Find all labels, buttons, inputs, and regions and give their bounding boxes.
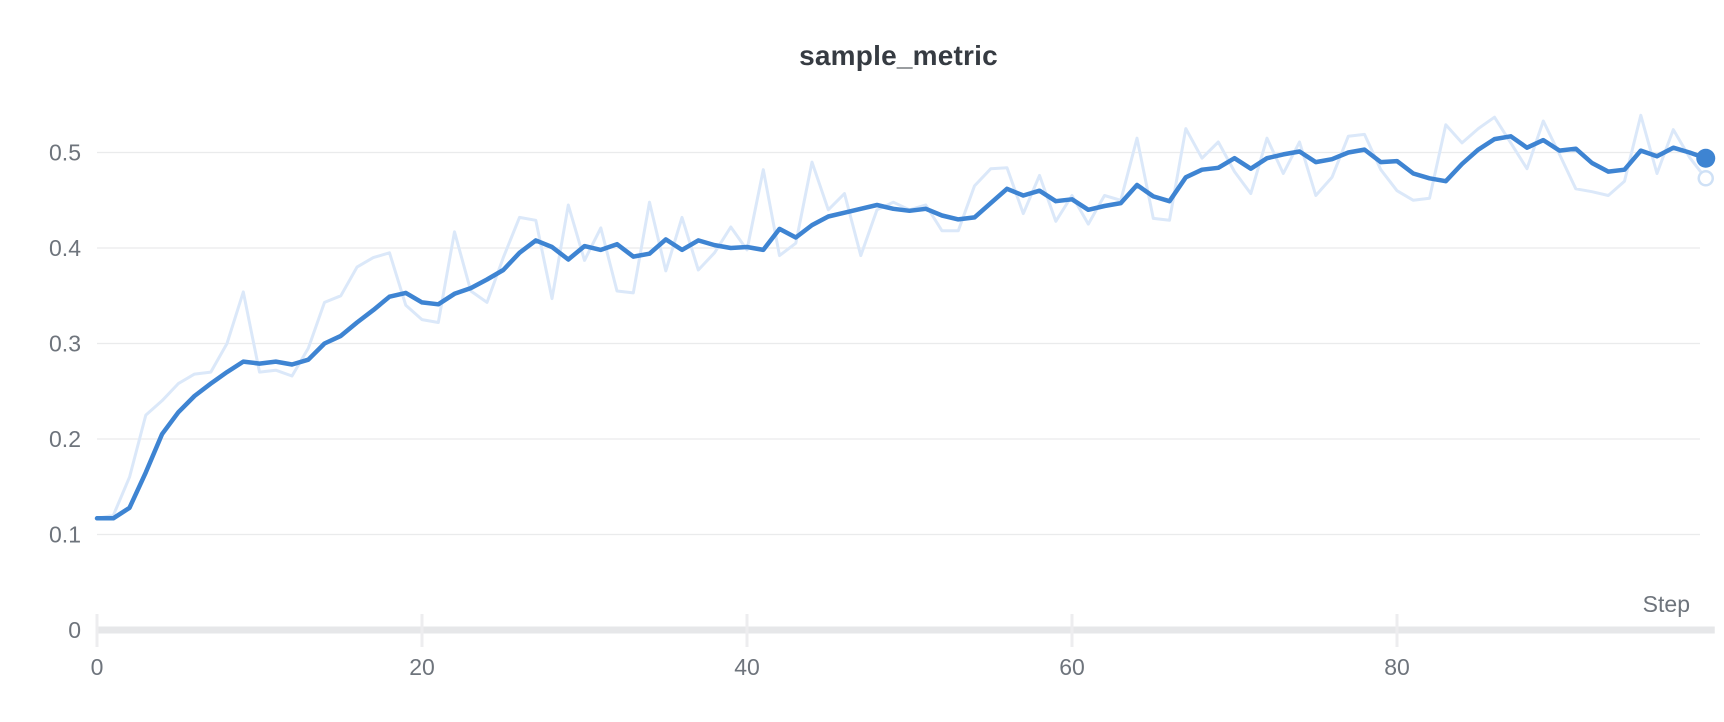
x-tick-label: 0 [91,654,104,680]
x-tick-mark [1070,614,1074,647]
final-point-marker [1696,148,1716,168]
y-tick-label: 0 [68,617,81,643]
raw-series-line [95,113,1708,520]
x-axis-band [97,626,1715,634]
y-tick-label: 0.5 [49,140,81,166]
raw-final-point-marker [1697,170,1714,187]
x-tick-mark [1395,614,1399,647]
x-tick-mark [420,614,424,647]
x-tick-label: 80 [1384,654,1410,680]
x-tick-label: 20 [409,654,435,680]
y-tick-label: 0.3 [49,331,81,357]
y-tick-label: 0.4 [49,235,81,261]
x-tick-mark [95,614,99,647]
chart-title: sample_metric [799,40,998,71]
y-tick-label: 0.1 [49,522,81,548]
y-tick-label: 0.2 [49,426,81,452]
x-axis-title: Step [1643,591,1690,617]
x-tick-mark [745,614,749,647]
x-tick-label: 40 [734,654,760,680]
smoothed-series-line [94,134,1709,521]
x-tick-label: 60 [1059,654,1085,680]
